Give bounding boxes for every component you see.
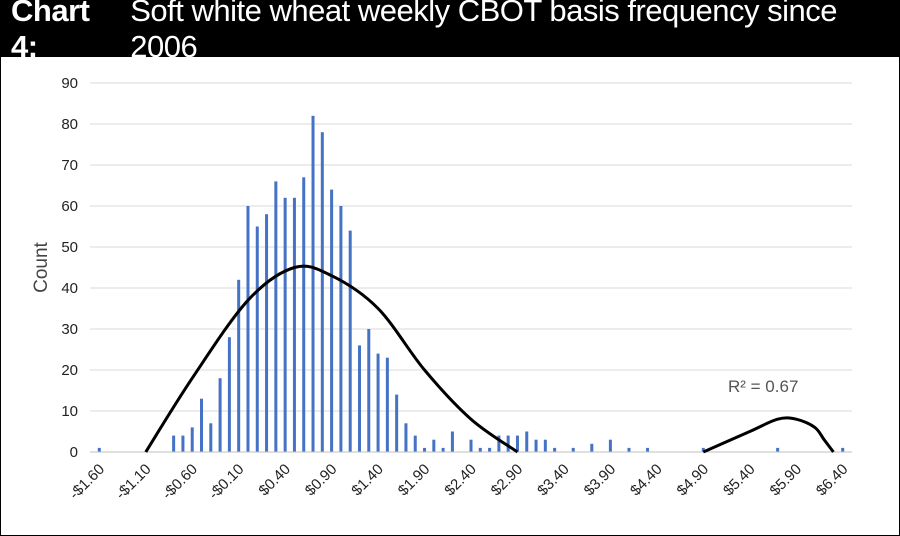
x-tick-label: $1.90 — [395, 461, 434, 500]
y-tick-label: 50 — [61, 239, 78, 256]
x-tick-label: $4.40 — [627, 461, 666, 500]
trendline-segment — [144, 264, 519, 454]
x-tick-label: $5.40 — [720, 461, 759, 500]
x-tick-label: -$0.60 — [159, 461, 201, 503]
x-tick-label: -$1.60 — [66, 461, 108, 503]
x-tick-label: $0.90 — [302, 461, 341, 500]
bar — [265, 214, 269, 452]
bar — [608, 439, 612, 452]
bar — [432, 439, 436, 452]
bar — [841, 447, 845, 452]
bar — [515, 435, 519, 452]
bar — [543, 439, 547, 452]
x-tick-label: -$0.10 — [205, 461, 247, 503]
bar — [701, 447, 705, 452]
bar — [172, 435, 176, 452]
bar — [209, 423, 213, 452]
chart-header: Chart 4: Soft white wheat weekly CBOT ba… — [1, 0, 899, 64]
bar — [646, 447, 650, 452]
y-tick-label: 0 — [70, 444, 78, 461]
bar — [469, 439, 473, 452]
y-tick-label: 60 — [61, 198, 78, 215]
bar — [478, 447, 482, 452]
r-squared-annotation: R² = 0.67 — [728, 377, 798, 396]
x-tick-label: $3.40 — [534, 461, 573, 500]
bar — [330, 189, 334, 452]
y-tick-label: 20 — [61, 362, 78, 379]
bar — [553, 447, 557, 452]
bar — [237, 279, 241, 452]
y-axis-label: Count — [31, 241, 52, 292]
bar — [181, 435, 185, 452]
chart-number: Chart 4: — [11, 0, 90, 64]
bar — [525, 431, 529, 452]
x-tick-label: $0.40 — [255, 461, 294, 500]
bar — [497, 435, 501, 452]
bar — [776, 447, 780, 452]
bar — [97, 447, 101, 452]
bar — [534, 439, 538, 452]
bar — [348, 230, 352, 452]
bar — [376, 353, 380, 452]
bar — [627, 447, 631, 452]
y-tick-label: 90 — [61, 75, 78, 92]
bar — [255, 226, 259, 452]
y-tick-label: 70 — [61, 157, 78, 174]
bar — [320, 132, 324, 452]
bar — [367, 329, 371, 452]
bar — [274, 181, 278, 452]
y-tick-label: 40 — [61, 280, 78, 297]
bar — [395, 394, 399, 452]
bar — [413, 435, 417, 452]
bar — [339, 206, 343, 452]
y-tick-label: 10 — [61, 403, 78, 420]
x-tick-label: $1.40 — [348, 461, 387, 500]
bar — [227, 337, 231, 452]
y-tick-label: 30 — [61, 321, 78, 338]
x-tick-label: $5.90 — [767, 461, 806, 500]
bar — [385, 357, 389, 452]
x-tick-label: -$1.10 — [112, 461, 154, 503]
bar — [311, 115, 315, 453]
bar — [404, 423, 408, 452]
bar — [292, 197, 296, 452]
x-tick-label: $4.90 — [674, 461, 713, 500]
bar — [506, 435, 510, 452]
bar — [450, 431, 454, 452]
y-tick-label: 80 — [61, 116, 78, 133]
bar — [488, 447, 492, 452]
bar — [423, 447, 427, 452]
bar — [246, 206, 250, 452]
bar — [571, 447, 575, 452]
bar — [283, 197, 287, 452]
bar — [357, 345, 361, 452]
bar — [590, 443, 594, 452]
bar — [200, 398, 204, 452]
bar — [441, 447, 445, 452]
x-tick-label: $2.40 — [441, 461, 480, 500]
x-tick-label: $3.90 — [581, 461, 620, 500]
chart-title: Soft white wheat weekly CBOT basis frequ… — [130, 0, 837, 64]
trendline-segment — [702, 416, 835, 454]
bar — [190, 427, 194, 452]
bar — [302, 177, 306, 453]
bar — [218, 378, 222, 452]
x-tick-label: $2.90 — [488, 461, 527, 500]
x-tick-label: $6.40 — [813, 461, 852, 500]
